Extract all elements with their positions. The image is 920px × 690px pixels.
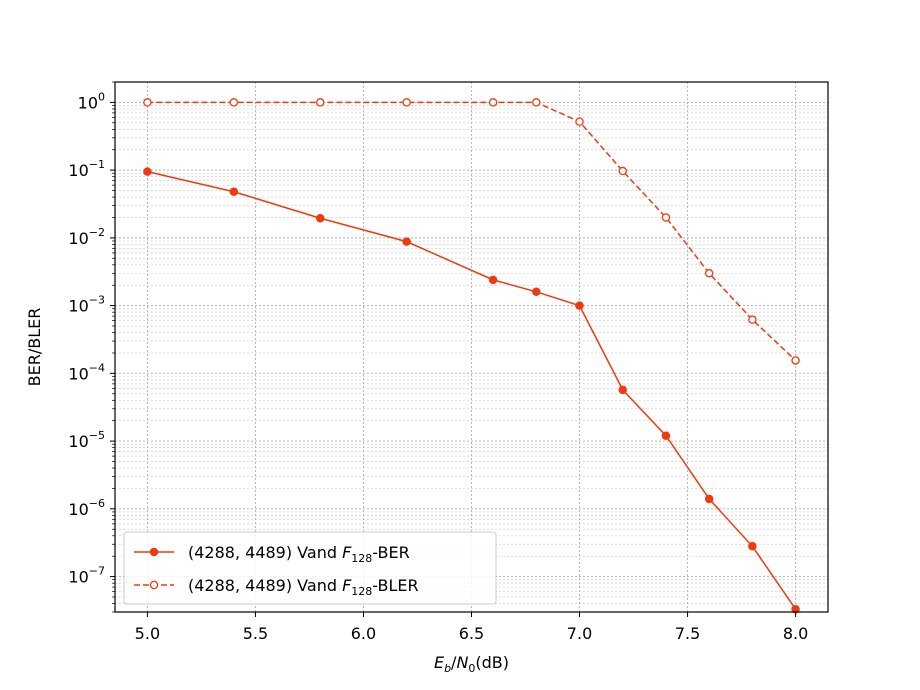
data-point xyxy=(316,213,325,223)
legend-label-part: (4288, 4489) Vand xyxy=(188,576,342,595)
legend-label-part: -BER xyxy=(372,543,409,562)
legend-label-part: F xyxy=(342,543,352,562)
x-axis-label-n: N xyxy=(456,653,468,672)
legend-label-part: -BLER xyxy=(372,576,418,595)
legend-box xyxy=(123,531,497,605)
data-point xyxy=(143,98,152,107)
legend-marker xyxy=(149,547,159,557)
data-point xyxy=(532,98,541,107)
x-tick-label: 5.5 xyxy=(243,624,268,643)
legend-label: (4288, 4489) Vand F128-BLER xyxy=(188,576,419,598)
x-tick-label: 7.0 xyxy=(567,624,592,643)
data-point xyxy=(791,356,800,365)
x-axis-label-e-sub: b xyxy=(444,662,451,675)
x-axis-label-e: E xyxy=(434,653,445,672)
y-tick-label: 10−5 xyxy=(68,429,105,451)
y-tick-label: 10−3 xyxy=(68,294,105,316)
x-axis-label-n-sub: 0 xyxy=(468,662,475,675)
data-point xyxy=(618,385,627,395)
data-point xyxy=(575,301,584,310)
y-tick-label: 10−6 xyxy=(68,497,105,519)
data-point xyxy=(661,213,671,222)
x-tick-label: 8.0 xyxy=(783,624,808,643)
y-tick-label-exponent: −6 xyxy=(89,497,105,510)
legend-entries: (4288, 4489) Vand F128-BER(4288, 4489) V… xyxy=(134,543,419,598)
data-point xyxy=(229,187,239,196)
y-tick-label-exponent: −7 xyxy=(89,565,105,578)
y-tick-label-exponent: −2 xyxy=(89,226,105,239)
y-tick-label: 10−4 xyxy=(68,361,105,383)
legend-label-part: (4288, 4489) Vand xyxy=(188,543,342,562)
y-tick-label-exponent: −4 xyxy=(89,361,105,374)
series-dashed xyxy=(143,98,800,365)
x-axis-label-unit: (dB) xyxy=(475,653,509,672)
y-tick-label-exponent: −1 xyxy=(89,158,105,171)
series-layer xyxy=(143,98,800,614)
y-tick-label: 10−2 xyxy=(68,226,105,248)
data-point xyxy=(229,98,239,107)
data-point xyxy=(575,117,584,126)
data-point xyxy=(488,98,498,107)
y-tick-label-base: 10 xyxy=(68,568,88,587)
x-axis: 5.0 5.5 6.0 6.5 7.0 7.5 8.0 xyxy=(135,612,808,643)
y-tick-label-exponent: 0 xyxy=(98,90,105,103)
y-tick-label-exponent: −3 xyxy=(89,294,105,307)
y-tick-label: 10−1 xyxy=(68,158,105,180)
data-point xyxy=(704,494,714,504)
x-tick-label: 6.0 xyxy=(351,624,376,643)
x-tick-label: 6.5 xyxy=(459,624,484,643)
x-tick-label: 5.0 xyxy=(135,624,160,643)
data-point xyxy=(316,98,325,107)
series-line xyxy=(147,170,797,610)
data-point xyxy=(748,315,757,324)
legend-entry: (4288, 4489) Vand F128-BER xyxy=(134,543,410,565)
series-solid xyxy=(143,167,800,614)
data-point xyxy=(488,275,498,285)
legend-label-part: 128 xyxy=(351,585,372,598)
y-tick-label-base: 10 xyxy=(68,500,88,519)
x-tick-label: 7.5 xyxy=(675,624,700,643)
legend-label-part: F xyxy=(342,576,352,595)
data-point xyxy=(402,98,411,107)
x-axis-label: Eb/N0(dB) xyxy=(434,653,509,675)
y-tick-label-base: 10 xyxy=(68,297,88,316)
y-tick-label: 10−7 xyxy=(68,565,105,587)
data-point xyxy=(661,431,671,440)
data-point xyxy=(704,269,714,278)
data-point xyxy=(618,166,627,176)
data-point xyxy=(143,167,152,176)
y-tick-label: 100 xyxy=(78,90,105,112)
data-point xyxy=(748,542,757,551)
data-point xyxy=(402,237,411,246)
y-tick-label-base: 10 xyxy=(68,364,88,383)
legend-marker xyxy=(149,580,159,590)
y-tick-label-base: 10 xyxy=(68,161,88,180)
series-line xyxy=(147,101,797,362)
y-tick-label-base: 10 xyxy=(78,93,98,112)
legend: (4288, 4489) Vand F128-BER(4288, 4489) V… xyxy=(123,531,497,605)
y-tick-label-base: 10 xyxy=(68,432,88,451)
y-tick-label-base: 10 xyxy=(68,229,88,248)
legend-entry: (4288, 4489) Vand F128-BLER xyxy=(134,576,419,598)
legend-label: (4288, 4489) Vand F128-BER xyxy=(188,543,410,565)
legend-label-part: 128 xyxy=(351,552,372,565)
data-point xyxy=(532,287,541,297)
y-axis-label: BER/BLER xyxy=(25,308,44,387)
y-tick-label-exponent: −5 xyxy=(89,429,105,442)
x-axis-label-slash: / xyxy=(451,653,457,672)
